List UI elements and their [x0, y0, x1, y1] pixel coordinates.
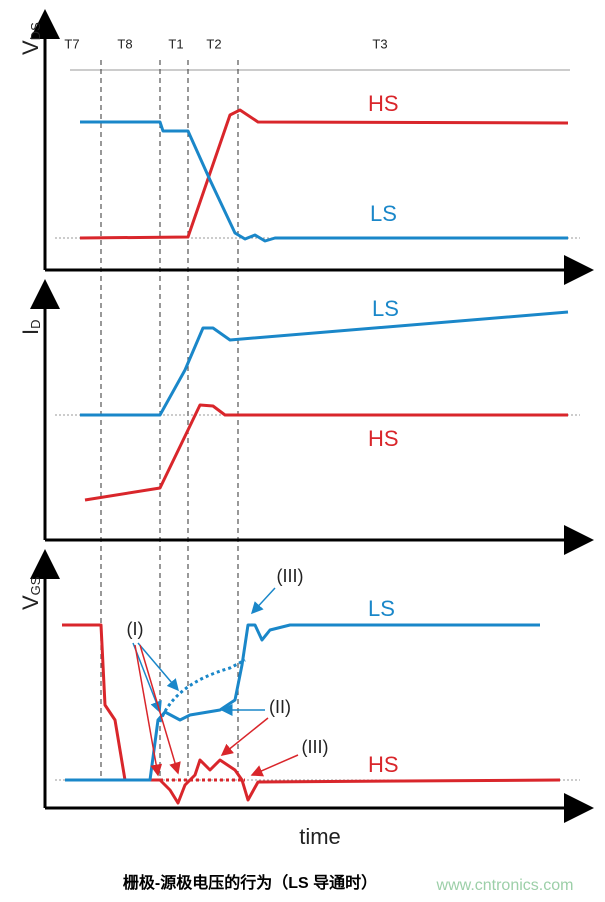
curve-label: HS: [368, 91, 399, 116]
annotation: (III): [302, 737, 329, 757]
annotation: (II): [269, 697, 291, 717]
curve-label: LS: [368, 596, 395, 621]
hs-id-curve: [84, 403, 568, 502]
ls-id-curve: [80, 310, 569, 417]
axis-label: VGS: [18, 576, 44, 610]
axis-label: VDS: [18, 22, 44, 55]
curve-label: HS: [368, 752, 399, 777]
ls-vds-curve: [80, 120, 568, 243]
axes: [30, 9, 594, 823]
hs-vds-curve: [79, 108, 569, 240]
phase-label: T8: [117, 36, 132, 51]
annotation-arrows: [132, 587, 299, 777]
ls-vgs-curve: [65, 623, 540, 782]
annotation: (I): [127, 619, 144, 639]
phase-label: T2: [206, 36, 221, 51]
axis-label: ID: [18, 319, 44, 335]
phase-label: T7: [64, 36, 79, 51]
phase-label: T1: [168, 36, 183, 51]
curve-label: LS: [370, 201, 397, 226]
phase-label: T3: [372, 36, 387, 51]
phase-dividers: [100, 60, 239, 780]
curve-label: HS: [368, 426, 399, 451]
curve-label: LS: [372, 296, 399, 321]
watermark: www.cntronics.com: [436, 877, 574, 894]
x-axis-label: time: [299, 824, 341, 849]
caption: 栅极-源极电压的行为（LS 导通时）: [123, 873, 377, 892]
annotation: (III): [277, 566, 304, 586]
